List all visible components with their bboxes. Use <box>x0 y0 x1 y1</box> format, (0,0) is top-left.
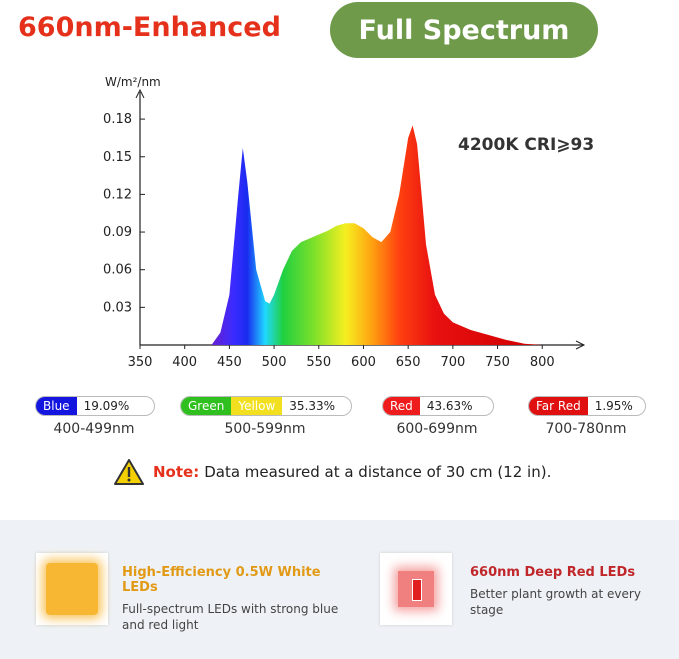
y-tick-label: 0.12 <box>103 187 132 202</box>
feature-title: 660nm Deep Red LEDs <box>470 565 636 580</box>
badge: Full Spectrum <box>330 2 598 58</box>
x-axis-arrow <box>575 340 586 350</box>
y-tick-label: 0.18 <box>103 112 132 127</box>
annotation: 4200K CRI⩾93 <box>458 135 594 155</box>
x-tick-label: 700 <box>440 355 465 370</box>
legend-range: 400-499nm <box>53 421 135 437</box>
x-tick-label: 550 <box>306 355 331 370</box>
legend-range: 500-599nm <box>224 421 306 437</box>
legend-color: Far Red <box>529 397 588 415</box>
y-tick-label: 0.03 <box>103 300 132 315</box>
legend-share: 19.09% <box>83 399 130 413</box>
x-tick-label: 600 <box>351 355 376 370</box>
legend-pill: Green Yellow 35.33% <box>180 396 352 416</box>
legend-color: Red <box>383 397 420 415</box>
legend-share: 43.63% <box>426 399 473 413</box>
legend-color: Yellow <box>231 397 283 415</box>
y-tick-label: 0.15 <box>103 150 132 165</box>
x-tick-label: 750 <box>485 355 510 370</box>
note: Note: Data measured at a distance of 30 … <box>113 458 551 486</box>
x-tick-label: 650 <box>396 355 421 370</box>
feature: 660nm Deep Red LEDs Better plant growth … <box>470 565 660 618</box>
legend-pill: Blue 19.09% <box>35 396 155 416</box>
feature-desc: Full-spectrum LEDs with strong blue and … <box>122 602 339 632</box>
legend-color: Green <box>181 397 232 415</box>
red-led-icon <box>380 553 452 625</box>
note-text: Data measured at a distance of 30 cm (12… <box>204 463 552 481</box>
feature-desc: Better plant growth at every stage <box>470 587 641 617</box>
x-tick-label: 500 <box>262 355 287 370</box>
white-led-icon <box>36 553 108 625</box>
legend-share: 1.95% <box>594 399 633 413</box>
y-tick-label: 0.06 <box>103 263 132 278</box>
legend-color: Blue <box>36 397 77 415</box>
y-tick-label: 0.09 <box>103 225 132 240</box>
note-label: Note: <box>153 463 200 481</box>
title: 660nm-Enhanced <box>18 12 281 43</box>
x-tick-label: 800 <box>530 355 555 370</box>
feature: High-Efficiency 0.5W White LEDs Full-spe… <box>122 565 352 633</box>
y-axis-label: W/m²/nm <box>105 75 161 89</box>
legend-pill: Red 43.63% <box>382 396 494 416</box>
legend-range: 700-780nm <box>545 421 627 437</box>
feature-title: High-Efficiency 0.5W White LEDs <box>122 565 321 595</box>
spectrum-area <box>211 125 543 345</box>
chart: W/m²/nm 4200K CRI⩾93 0.03 0.06 0.09 0.12 0.15 0… <box>103 75 594 370</box>
legend-range: 600-699nm <box>396 421 478 437</box>
x-tick-label: 400 <box>172 355 197 370</box>
legend-pill: Far Red 1.95% <box>528 396 646 416</box>
x-tick-label: 450 <box>217 355 242 370</box>
features-panel: High-Efficiency 0.5W White LEDs Full-spe… <box>0 520 679 659</box>
y-axis-arrow <box>135 88 145 99</box>
legend-share: 35.33% <box>289 399 336 413</box>
warning-icon <box>114 459 144 485</box>
x-tick-label: 350 <box>128 355 153 370</box>
